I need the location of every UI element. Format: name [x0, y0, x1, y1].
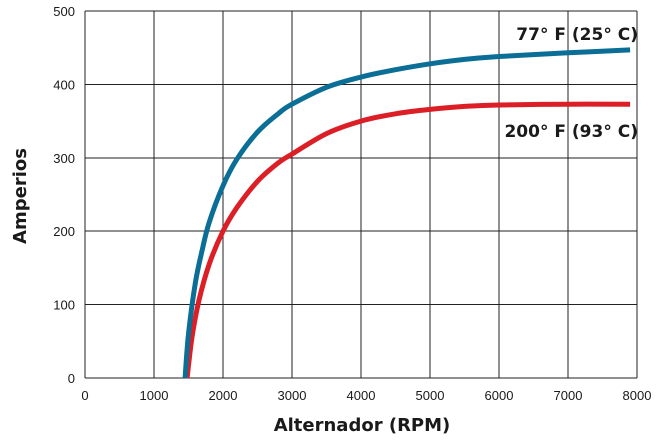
x-tick-label-6000: 6000	[485, 388, 514, 403]
y-tick-label-200: 200	[53, 224, 75, 239]
x-tick-label-1000: 1000	[140, 388, 169, 403]
x-axis-title: Alternador (RPM)	[274, 415, 451, 436]
x-tick-label-5000: 5000	[416, 388, 445, 403]
y-tick-label-400: 400	[53, 77, 75, 92]
series-label-200f: 200° F (93° C)	[504, 122, 638, 142]
y-tick-label-0: 0	[68, 371, 75, 386]
y-tick-label-300: 300	[53, 151, 75, 166]
y-tick-label-500: 500	[53, 4, 75, 19]
series-line-200f	[184, 101, 631, 379]
series-layer	[182, 47, 631, 379]
y-axis-title: Amperios	[10, 148, 31, 244]
y-tick-label-100: 100	[53, 298, 75, 313]
x-tick-label-8000: 8000	[623, 388, 652, 403]
series-line-77f	[182, 47, 631, 379]
x-tick-label-0: 0	[81, 388, 88, 403]
x-axis-ticks: 0 1000 2000 3000 4000 5000 6000 7000 8000	[81, 388, 651, 403]
x-tick-label-2000: 2000	[209, 388, 238, 403]
x-tick-label-3000: 3000	[278, 388, 307, 403]
y-axis-ticks: 0 100 200 300 400 500	[53, 4, 75, 386]
series-label-77f: 77° F (25° C)	[516, 25, 638, 45]
x-tick-label-4000: 4000	[347, 388, 376, 403]
x-tick-label-7000: 7000	[554, 388, 583, 403]
grid	[84, 10, 638, 379]
